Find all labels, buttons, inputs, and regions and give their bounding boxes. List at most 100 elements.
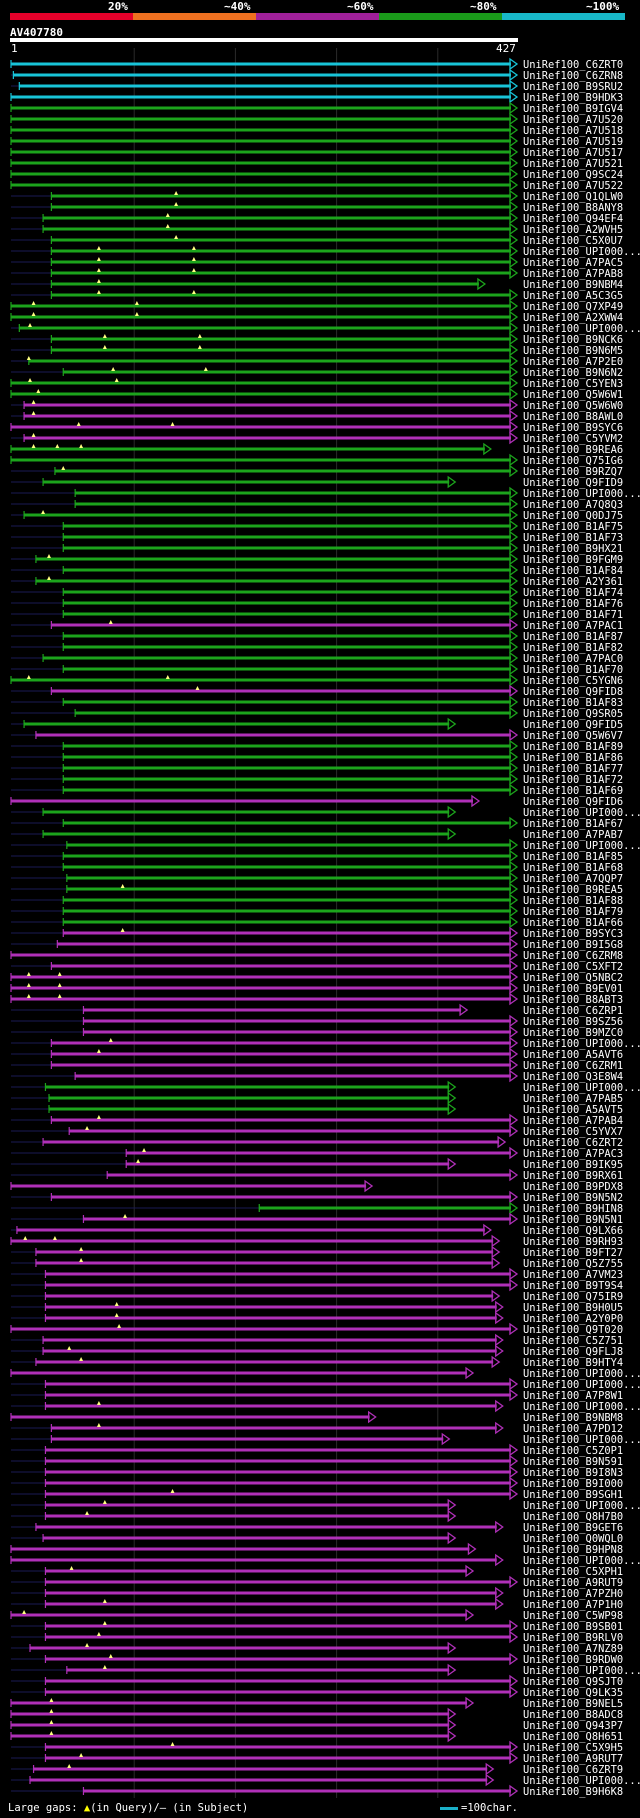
hit-name: UniRef100_Q9FID8 xyxy=(523,686,623,698)
hit-arrowhead xyxy=(509,431,519,445)
hit-bar xyxy=(75,502,512,506)
hit-name: UniRef100_B9SGH1 xyxy=(523,1489,623,1501)
hit-arrowhead xyxy=(509,1685,519,1699)
hit-arrowhead xyxy=(509,1652,519,1666)
hit-name: UniRef100_B1AF88 xyxy=(523,895,623,907)
hit-arrowhead xyxy=(509,728,519,742)
hit-name: UniRef100_Q8H651 xyxy=(523,1731,623,1743)
hit-bar xyxy=(51,1118,511,1122)
hit-name: UniRef100_Q8H7B0 xyxy=(523,1511,623,1523)
hit-arrowhead xyxy=(509,222,519,236)
hit-bar xyxy=(11,425,511,429)
hit-name: UniRef100_UPI000... xyxy=(523,488,640,500)
hit-name: UniRef100_B9SZ56 xyxy=(523,1016,623,1028)
hit-arrowhead xyxy=(509,574,519,588)
hit-arrowhead xyxy=(447,1498,457,1512)
hit-name: UniRef100_B1AF79 xyxy=(523,906,623,918)
hit-name: UniRef100_A7P1H0 xyxy=(523,1599,623,1611)
hit-bar xyxy=(13,73,512,77)
hit-bar xyxy=(11,953,511,957)
hit-name: UniRef100_A7PD12 xyxy=(523,1423,623,1435)
hit-arrowhead xyxy=(509,772,519,786)
hit-bar xyxy=(43,832,450,836)
hit-arrowhead xyxy=(509,112,519,126)
hit-bar xyxy=(43,1536,450,1540)
hit-bar xyxy=(63,590,511,594)
hit-arrowhead xyxy=(509,893,519,907)
hit-name: UniRef100_B9T9S4 xyxy=(523,1280,623,1292)
hit-name: UniRef100_B8ANY8 xyxy=(523,202,623,214)
hit-arrowhead xyxy=(509,860,519,874)
hit-bar xyxy=(11,161,511,165)
query-gap-marker xyxy=(26,356,31,360)
hit-name: UniRef100_Q9FLJ8 xyxy=(523,1346,623,1358)
hit-bar xyxy=(63,865,511,869)
hit-arrowhead xyxy=(509,981,519,995)
query-gap-marker xyxy=(195,686,200,690)
hit-bar xyxy=(51,271,511,275)
hit-name: UniRef100_UPI000... xyxy=(523,807,640,819)
query-gap-marker xyxy=(96,290,101,294)
hit-bar xyxy=(51,1195,511,1199)
query-gap-marker xyxy=(96,1049,101,1053)
hit-arrowhead xyxy=(495,1311,504,1325)
hit-arrowhead xyxy=(495,1520,504,1534)
hit-arrowhead xyxy=(509,101,519,115)
query-gap-marker xyxy=(191,257,196,261)
hit-arrowhead xyxy=(491,1355,501,1369)
hit-name: UniRef100_A7QQP7 xyxy=(523,873,623,885)
hit-arrowhead xyxy=(509,607,519,621)
hit-bar xyxy=(11,183,511,187)
hit-bar xyxy=(75,491,512,495)
hit-arrowhead xyxy=(465,1608,475,1622)
hit-arrowhead xyxy=(447,717,457,731)
hit-bar xyxy=(63,744,511,748)
hit-bar xyxy=(11,1327,511,1331)
hit-bar xyxy=(45,1745,511,1749)
hit-bar xyxy=(11,1239,494,1243)
hit-name: UniRef100_B9RLV0 xyxy=(523,1632,623,1644)
hit-bar xyxy=(63,788,511,792)
query-gap-marker xyxy=(57,983,62,987)
hit-name: UniRef100_B9REA5 xyxy=(523,884,623,896)
hit-bar xyxy=(126,1162,450,1166)
hit-bar xyxy=(107,1173,511,1177)
hit-bar xyxy=(63,777,511,781)
hit-name: UniRef100_C5YEN3 xyxy=(523,378,623,390)
hit-arrowhead xyxy=(447,1531,457,1545)
hit-arrowhead xyxy=(509,233,519,247)
query-gap-symbol: ▲ xyxy=(83,1802,91,1814)
hit-arrowhead xyxy=(495,1553,504,1567)
hit-arrowhead xyxy=(447,1707,457,1721)
hit-bar xyxy=(51,623,511,627)
hit-arrowhead xyxy=(509,486,519,500)
hit-bar xyxy=(63,568,511,572)
hit-bar xyxy=(11,304,511,308)
hit-name: UniRef100_B9PDX8 xyxy=(523,1181,623,1193)
legend-label: ~100% xyxy=(586,0,620,13)
hit-arrowhead xyxy=(509,662,519,676)
hit-bar xyxy=(57,942,511,946)
hit-bar xyxy=(63,909,511,913)
hit-arrowhead xyxy=(509,1740,519,1754)
hit-bar xyxy=(11,172,511,176)
hit-arrowhead xyxy=(509,1476,519,1490)
hit-arrowhead xyxy=(509,1630,519,1644)
hit-name: UniRef100_A7U520 xyxy=(523,114,623,126)
legend-label: ~40% xyxy=(224,0,251,13)
hit-arrowhead xyxy=(509,1388,519,1402)
query-gap-marker xyxy=(170,1489,175,1493)
query-gap-marker xyxy=(31,301,36,305)
hit-name: UniRef100_UPI000... xyxy=(523,1379,640,1391)
query-gap-marker xyxy=(41,510,46,514)
hit-arrowhead xyxy=(509,299,519,313)
hit-bar xyxy=(45,1690,511,1694)
hit-bar xyxy=(45,1305,497,1309)
hit-arrowhead xyxy=(509,123,519,137)
hit-name: UniRef100_A5AVT6 xyxy=(523,1049,623,1061)
hit-name: UniRef100_Q9SJT0 xyxy=(523,1676,623,1688)
hit-arrowhead xyxy=(509,915,519,929)
hit-arrowhead xyxy=(509,1146,519,1160)
query-gap-marker xyxy=(85,1511,90,1515)
